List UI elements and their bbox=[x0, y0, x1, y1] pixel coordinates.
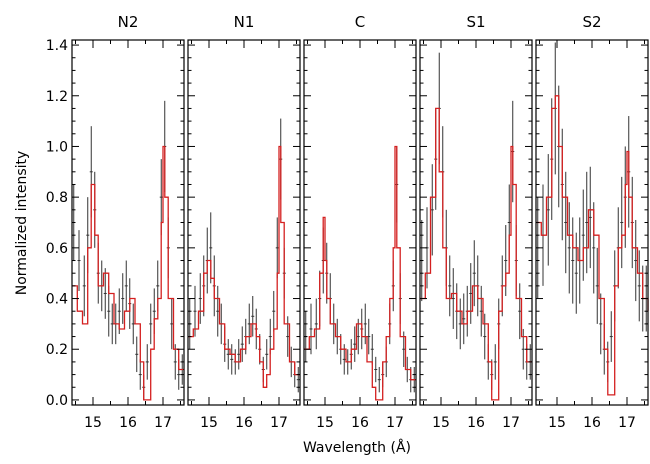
model-line bbox=[536, 95, 649, 396]
x-tick-label: 15 bbox=[548, 415, 566, 431]
panel-title: C bbox=[355, 13, 365, 31]
panel-frame bbox=[419, 39, 533, 406]
y-tick-label: 1.2 bbox=[46, 89, 68, 105]
model-line bbox=[304, 145, 416, 401]
x-tick-label: 16 bbox=[119, 415, 137, 431]
y-tick-label: 0.2 bbox=[46, 342, 68, 358]
panels-group: N2 15 16 17 0.0 0.2 0.4 0.6 0.8 1.0 1.2 1.4 N1 15 16 17… bbox=[46, 13, 649, 431]
panel-n2: N2 15 16 17 0.0 0.2 0.4 0.6 0.8 1.0 1.2 1.4 bbox=[46, 13, 185, 431]
y-tick-label: 0.0 bbox=[46, 393, 68, 409]
x-tick-label: 15 bbox=[84, 415, 102, 431]
y-tick-label: 1.4 bbox=[46, 38, 68, 54]
panel-title: S1 bbox=[466, 13, 485, 31]
x-tick-label: 17 bbox=[502, 415, 520, 431]
y-tick-label: 0.6 bbox=[46, 241, 68, 257]
x-tick-label: 15 bbox=[200, 415, 218, 431]
x-tick-label: 16 bbox=[351, 415, 369, 431]
x-tick-label: 17 bbox=[386, 415, 404, 431]
panel-n1: N1 15 16 17 bbox=[187, 13, 301, 431]
panel-c: C 15 16 17 bbox=[303, 13, 417, 431]
panel-title: S2 bbox=[582, 13, 601, 31]
x-tick-label: 17 bbox=[618, 415, 636, 431]
model-line bbox=[72, 145, 184, 401]
panel-frame bbox=[71, 39, 185, 406]
x-tick-label: 17 bbox=[154, 415, 172, 431]
x-axis-label: Wavelength (Å) bbox=[303, 439, 411, 456]
y-tick-label: 0.8 bbox=[46, 190, 68, 206]
panel-title: N1 bbox=[234, 13, 255, 31]
y-axis-label: Normalized intensity bbox=[14, 151, 30, 296]
x-tick-label: 16 bbox=[583, 415, 601, 431]
x-tick-label: 16 bbox=[467, 415, 485, 431]
y-tick-label: 0.4 bbox=[46, 292, 68, 308]
panel-frame bbox=[303, 39, 417, 406]
x-tick-label: 16 bbox=[235, 415, 253, 431]
x-tick-label: 15 bbox=[432, 415, 450, 431]
y-tick-label: 1.0 bbox=[46, 139, 68, 155]
x-tick-label: 17 bbox=[270, 415, 288, 431]
panel-title: N2 bbox=[118, 13, 139, 31]
panel-s1: S1 15 16 17 bbox=[419, 13, 533, 431]
x-tick-label: 15 bbox=[316, 415, 334, 431]
model-line bbox=[188, 145, 300, 388]
model-line bbox=[420, 107, 532, 401]
panel-s2: S2 15 16 17 bbox=[535, 13, 649, 431]
